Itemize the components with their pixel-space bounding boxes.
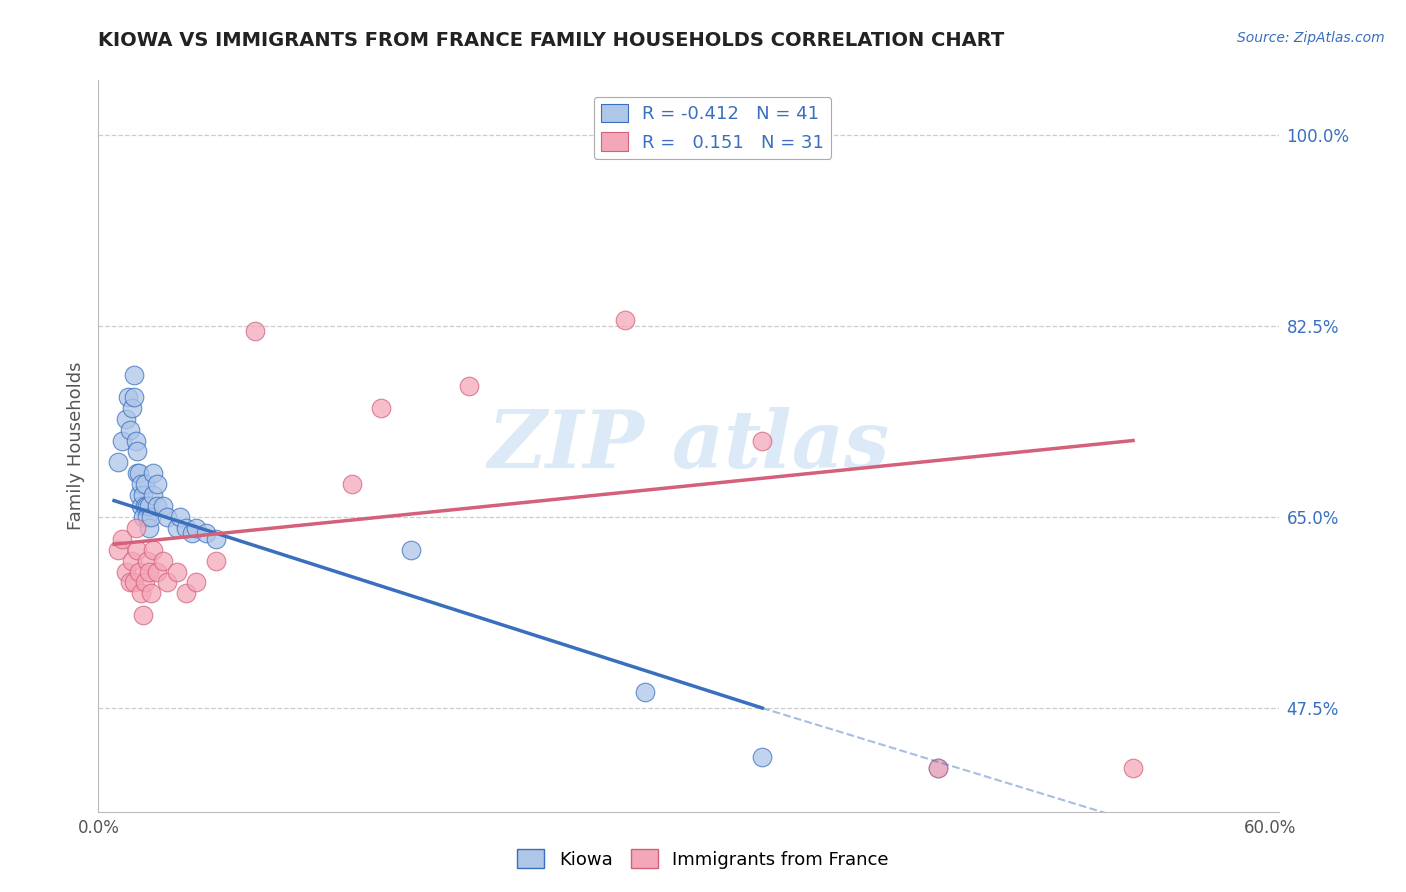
Point bbox=[127, 467, 149, 481]
Point bbox=[370, 401, 392, 415]
Point bbox=[124, 434, 146, 448]
Point bbox=[132, 488, 155, 502]
Point bbox=[118, 423, 141, 437]
Point bbox=[121, 554, 143, 568]
Point bbox=[146, 565, 169, 579]
Point bbox=[127, 542, 149, 557]
Point bbox=[399, 542, 422, 557]
Point bbox=[169, 510, 191, 524]
Point bbox=[131, 477, 153, 491]
Point bbox=[927, 761, 949, 775]
Point bbox=[156, 575, 179, 590]
Point bbox=[927, 761, 949, 775]
Point bbox=[111, 532, 134, 546]
Text: KIOWA VS IMMIGRANTS FROM FRANCE FAMILY HOUSEHOLDS CORRELATION CHART: KIOWA VS IMMIGRANTS FROM FRANCE FAMILY H… bbox=[98, 31, 1005, 50]
Y-axis label: Family Households: Family Households bbox=[66, 362, 84, 530]
Point bbox=[634, 684, 657, 698]
Point bbox=[134, 575, 156, 590]
Point bbox=[132, 608, 155, 623]
Point bbox=[136, 510, 159, 524]
Point bbox=[152, 499, 174, 513]
Point bbox=[174, 521, 197, 535]
Point bbox=[204, 554, 226, 568]
Point bbox=[107, 542, 129, 557]
Point bbox=[138, 565, 160, 579]
Point bbox=[134, 477, 156, 491]
Point bbox=[128, 467, 150, 481]
Point bbox=[181, 526, 204, 541]
Point bbox=[243, 324, 266, 338]
Text: Source: ZipAtlas.com: Source: ZipAtlas.com bbox=[1237, 31, 1385, 45]
Point bbox=[156, 510, 179, 524]
Point bbox=[204, 532, 226, 546]
Point bbox=[122, 368, 145, 382]
Point bbox=[751, 434, 773, 448]
Point bbox=[751, 750, 773, 764]
Legend: R = -0.412   N = 41, R =   0.151   N = 31: R = -0.412 N = 41, R = 0.151 N = 31 bbox=[593, 96, 831, 159]
Point bbox=[128, 488, 150, 502]
Point bbox=[139, 510, 162, 524]
Point bbox=[194, 526, 217, 541]
Point bbox=[142, 488, 165, 502]
Point bbox=[146, 477, 169, 491]
Point bbox=[184, 521, 207, 535]
Point bbox=[127, 444, 149, 458]
Point bbox=[138, 521, 160, 535]
Point bbox=[614, 313, 637, 327]
Point bbox=[139, 586, 162, 600]
Point bbox=[136, 499, 159, 513]
Point bbox=[131, 586, 153, 600]
Point bbox=[122, 390, 145, 404]
Point bbox=[146, 499, 169, 513]
Point bbox=[124, 521, 146, 535]
Point bbox=[458, 379, 481, 393]
Point bbox=[111, 434, 134, 448]
Point bbox=[114, 411, 136, 425]
Point bbox=[152, 554, 174, 568]
Point bbox=[138, 499, 160, 513]
Point bbox=[142, 467, 165, 481]
Point bbox=[134, 499, 156, 513]
Point bbox=[121, 401, 143, 415]
Point bbox=[174, 586, 197, 600]
Point bbox=[122, 575, 145, 590]
Text: ZIP atlas: ZIP atlas bbox=[488, 408, 890, 484]
Point bbox=[114, 565, 136, 579]
Point bbox=[142, 542, 165, 557]
Legend: Kiowa, Immigrants from France: Kiowa, Immigrants from France bbox=[510, 842, 896, 876]
Point bbox=[107, 455, 129, 469]
Point bbox=[117, 390, 139, 404]
Point bbox=[131, 499, 153, 513]
Point bbox=[166, 521, 188, 535]
Point bbox=[340, 477, 363, 491]
Point bbox=[132, 510, 155, 524]
Point bbox=[184, 575, 207, 590]
Point bbox=[1122, 761, 1144, 775]
Point bbox=[136, 554, 159, 568]
Point bbox=[128, 565, 150, 579]
Point bbox=[166, 565, 188, 579]
Point bbox=[118, 575, 141, 590]
